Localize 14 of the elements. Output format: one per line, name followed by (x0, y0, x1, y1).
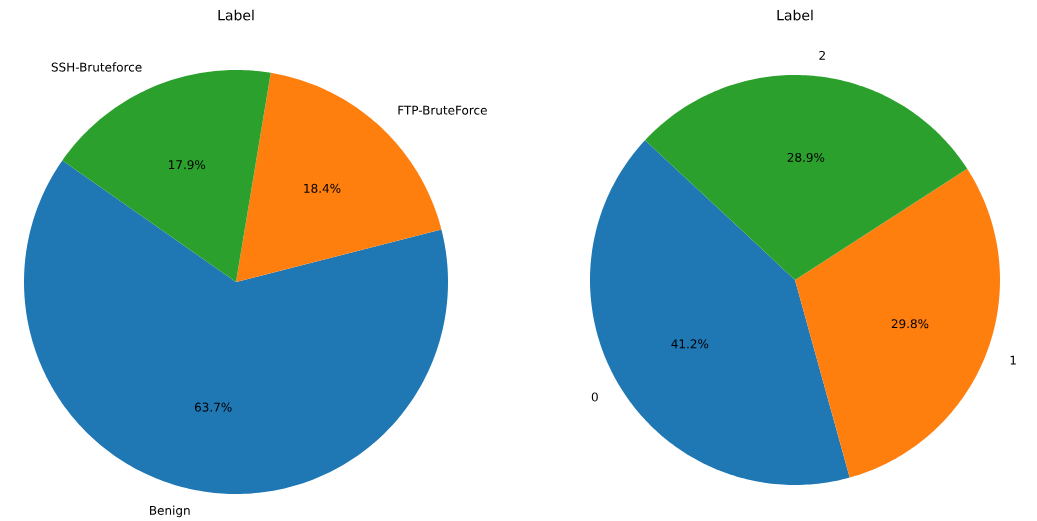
data-label: 63.7% (194, 402, 232, 412)
slice-label: 1 (1010, 356, 1016, 365)
chart-title: Label (218, 9, 254, 21)
data-label: 17.9% (169, 160, 206, 170)
chart-title: Label (777, 9, 813, 21)
data-label: 29.8% (891, 319, 929, 329)
data-label: 28.9% (787, 153, 825, 163)
slice-label: Benign (150, 505, 190, 518)
data-label: 18.4% (304, 184, 341, 194)
slice-label: FTP-BruteForce (398, 106, 487, 115)
slice-label: 0 (591, 392, 598, 402)
data-label: 41.2% (671, 339, 709, 349)
slice-label: SSH-Bruteforce (51, 62, 142, 72)
slice-label: 2 (819, 51, 825, 61)
